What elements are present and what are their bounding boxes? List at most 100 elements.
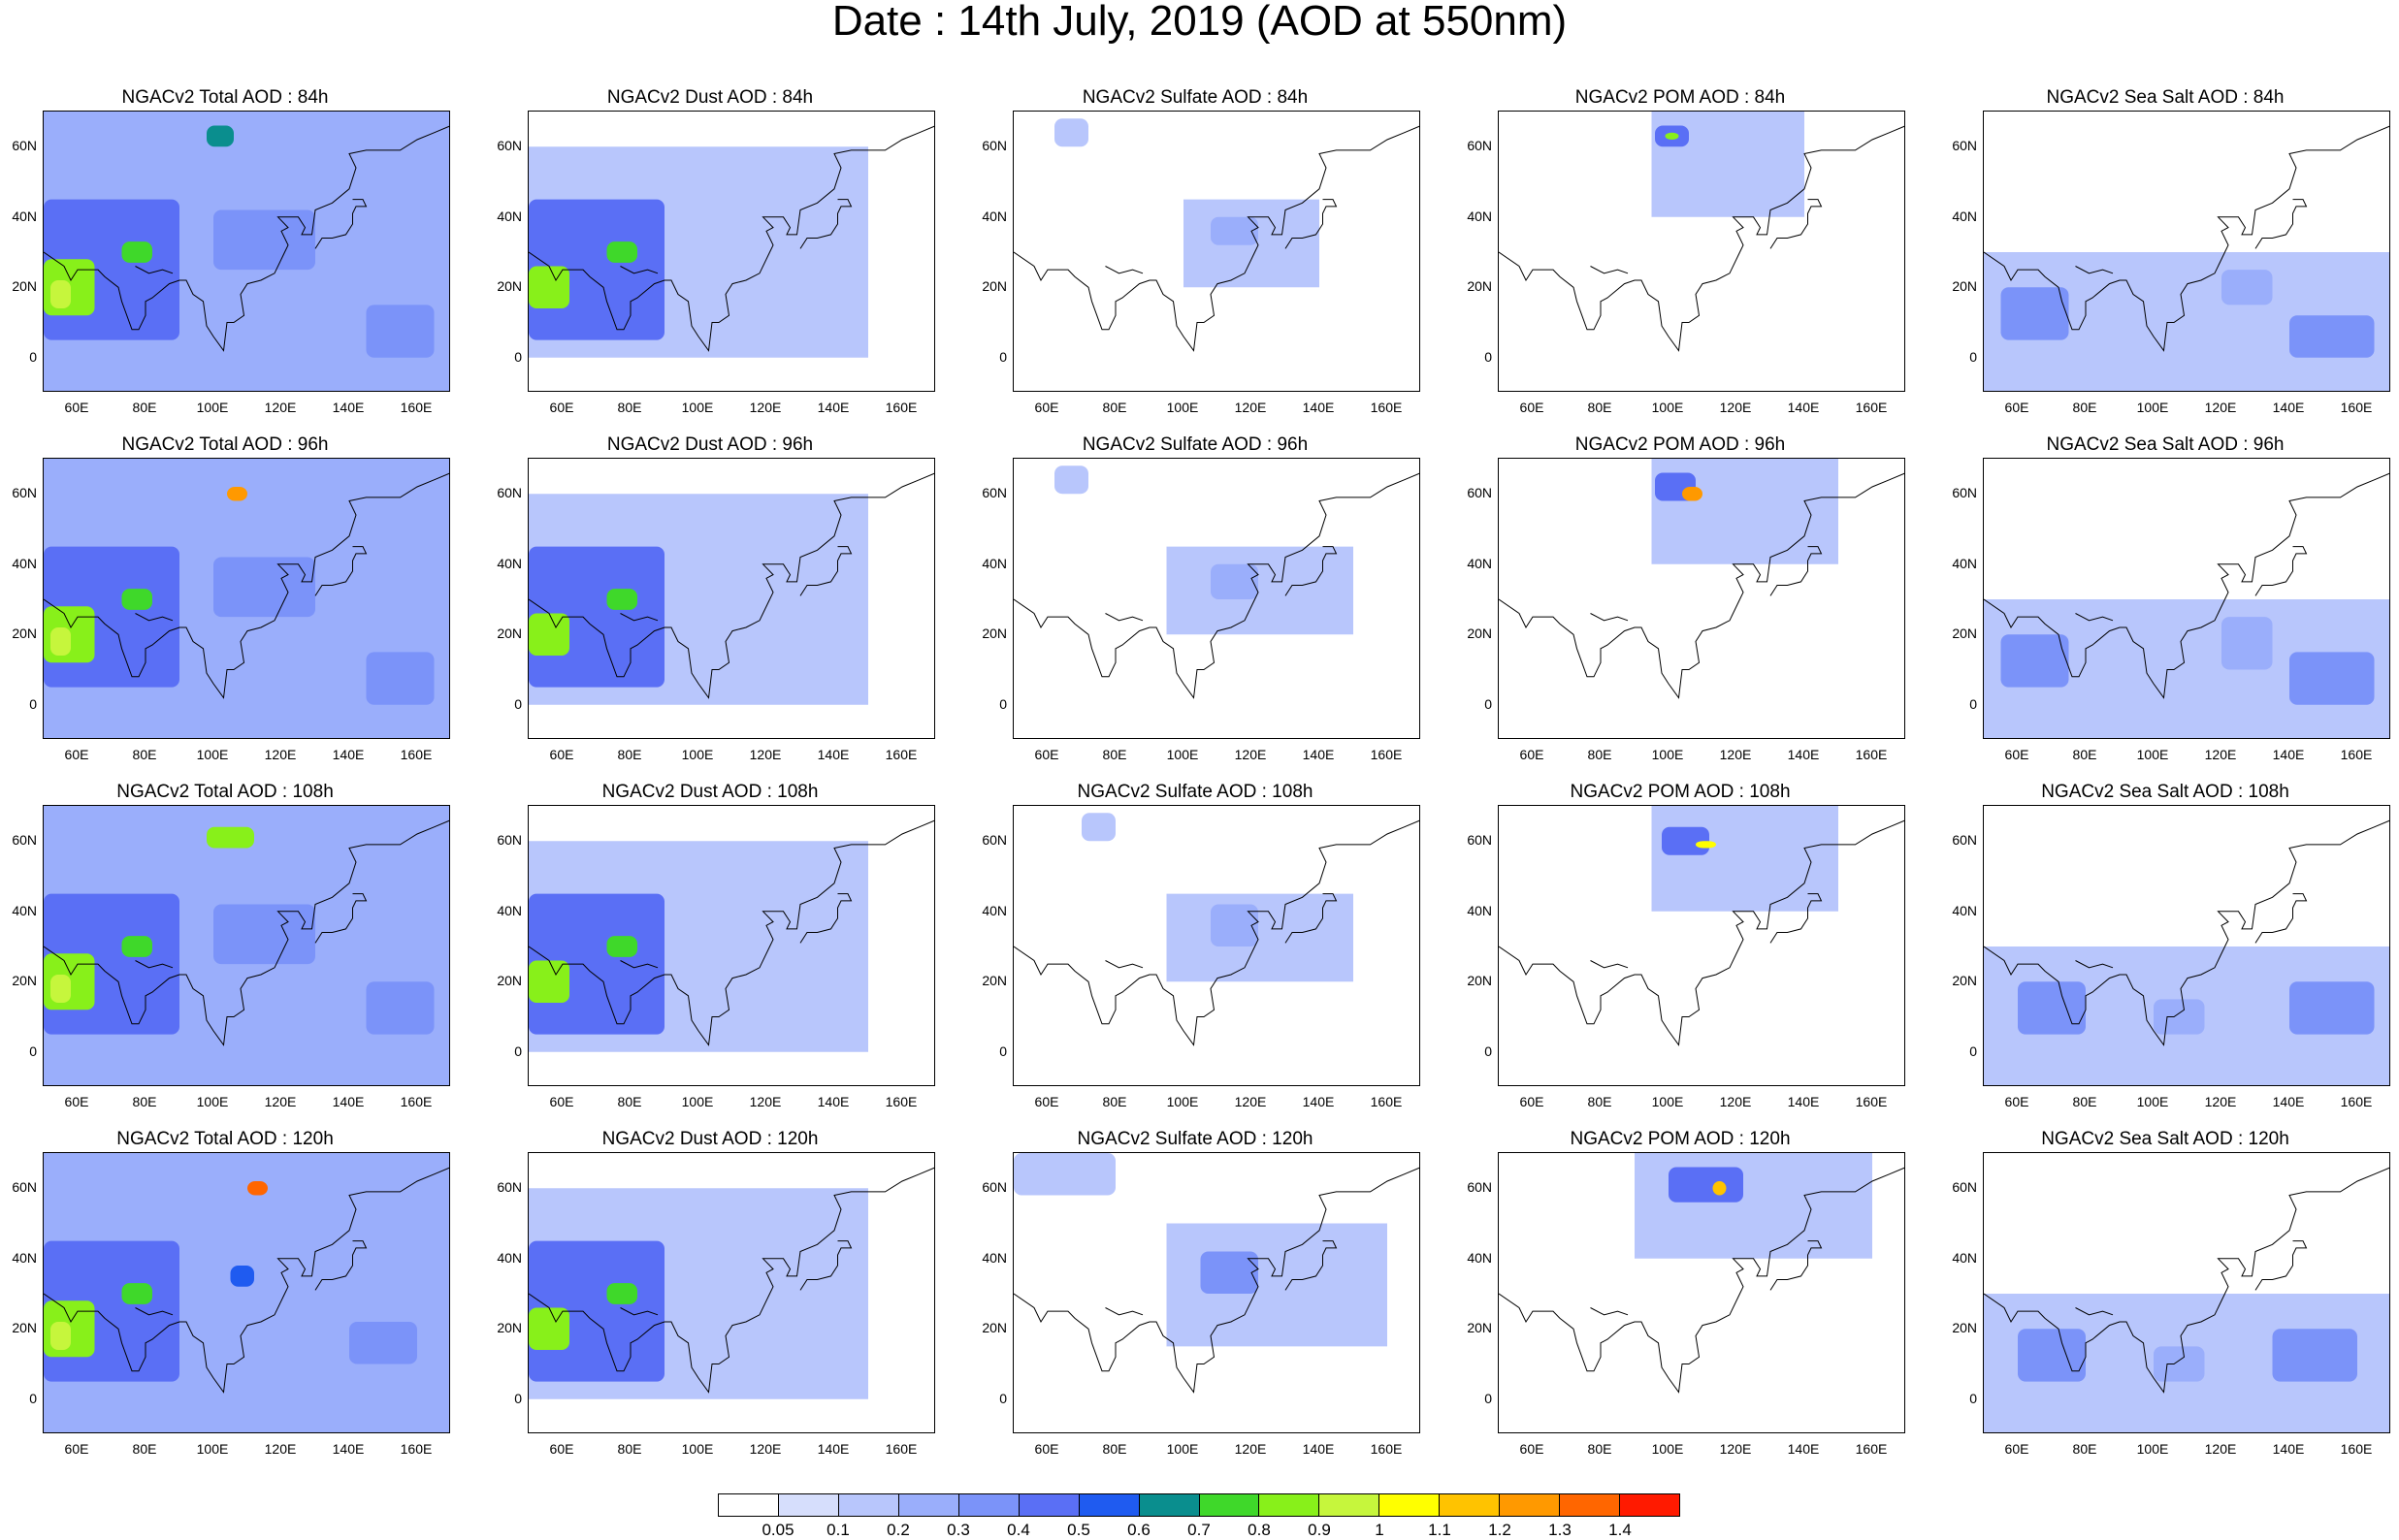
- aod-region: [1651, 806, 1838, 912]
- aod-region: [207, 125, 234, 147]
- lat-tick-label: 40N: [1952, 1249, 1977, 1266]
- lat-tick-label: 60N: [1467, 485, 1492, 501]
- lon-tick-label: 80E: [1587, 1094, 1612, 1109]
- aod-field: [1984, 819, 2389, 1085]
- colorbar-label: 0.8: [1248, 1521, 1271, 1539]
- colorbar-box: [1379, 1494, 1441, 1516]
- coastline: [799, 199, 853, 249]
- lat-tick-label: 60N: [12, 138, 37, 154]
- coastline: [1769, 546, 1823, 596]
- aod-field: [1984, 125, 2389, 391]
- aod-region: [2272, 1329, 2357, 1382]
- lon-tick-label: 120E: [749, 400, 782, 415]
- lon-tick-label: 100E: [196, 1094, 229, 1109]
- lon-tick-label: 60E: [1519, 1441, 1544, 1457]
- panel-title: NGACv2 Sea Salt AOD : 108h: [2041, 782, 2289, 802]
- lon-tick-label: 160E: [885, 1441, 918, 1457]
- coastline: [2075, 1307, 2114, 1316]
- lat-tick-label: 0: [514, 695, 522, 712]
- lon-tick-label: 60E: [1034, 747, 1059, 762]
- colorbar-label: 1.2: [1488, 1521, 1511, 1539]
- panel-title: NGACv2 Total AOD : 120h: [116, 1129, 334, 1149]
- lon-tick-label: 140E: [1787, 747, 1820, 762]
- lon-tick-label: 60E: [2004, 1441, 2029, 1457]
- coastline: [135, 960, 174, 969]
- coastline: [620, 613, 659, 622]
- lat-tick-label: 60N: [1952, 138, 1977, 154]
- map-panel-dust-84h: NGACv2 Dust AOD : 84h 60N 40N 20N 0 60E 80E 100…: [485, 87, 970, 436]
- lon-tick-label: 120E: [1234, 747, 1267, 762]
- colorbar-label: 0.1: [827, 1521, 850, 1539]
- panel-title: NGACv2 Total AOD : 84h: [121, 87, 329, 108]
- aod-region: [2154, 999, 2205, 1035]
- coastline: [1499, 1167, 1904, 1394]
- lon-tick-label: 140E: [1302, 747, 1335, 762]
- aod-region: [1682, 487, 1702, 501]
- coastline: [1014, 819, 1419, 1046]
- map-panel-seasalt-108h: NGACv2 Sea Salt AOD : 108h 60N 40N 20N 0 60E 8…: [1940, 782, 2399, 1131]
- lat-tick-label: 20N: [1952, 973, 1977, 989]
- lon-tick-label: 120E: [264, 747, 297, 762]
- lon-tick-label: 80E: [2072, 747, 2097, 762]
- map-plot-area: [43, 111, 450, 392]
- lon-tick-label: 60E: [2004, 400, 2029, 415]
- aod-region: [1166, 893, 1353, 982]
- map-panel-total-84h: NGACv2 Total AOD : 84h 60N 40N 20N 0 60E 80E 10…: [0, 87, 485, 436]
- lat-tick-label: 20N: [497, 1320, 522, 1336]
- colorbar-label: 1: [1375, 1521, 1384, 1539]
- coastline: [314, 1240, 368, 1291]
- lat-tick-label: 0: [1969, 348, 1977, 365]
- map-plot-area: [1498, 458, 1905, 739]
- lon-tick-label: 140E: [817, 1094, 850, 1109]
- aod-field: [1014, 813, 1419, 1046]
- coastline: [620, 960, 659, 969]
- panel-title: NGACv2 Total AOD : 108h: [116, 782, 334, 802]
- lat-tick-label: 60N: [982, 832, 1007, 849]
- coastline: [2075, 613, 2114, 622]
- lat-tick-label: 20N: [497, 278, 522, 295]
- map-panel-sulfate-84h: NGACv2 Sulfate AOD : 84h 60N 40N 20N 0 60E 80E…: [970, 87, 1455, 436]
- lat-tick-label: 40N: [12, 208, 37, 224]
- lat-tick-label: 0: [1484, 695, 1492, 712]
- lon-tick-label: 100E: [1166, 400, 1199, 415]
- lon-tick-label: 160E: [400, 400, 433, 415]
- lon-tick-label: 120E: [2204, 400, 2237, 415]
- coastline: [1590, 960, 1629, 969]
- map-panel-pom-84h: NGACv2 POM AOD : 84h 60N 40N 20N 0 60E 80E 100E…: [1455, 87, 1940, 436]
- lon-tick-label: 60E: [64, 747, 89, 762]
- lat-tick-label: 20N: [12, 1320, 37, 1336]
- colorbar-label: 1.1: [1428, 1521, 1451, 1539]
- coastline: [529, 1167, 934, 1394]
- lat-tick-label: 40N: [12, 902, 37, 918]
- map-plot-area: [1983, 458, 2390, 739]
- aod-region: [1211, 216, 1258, 245]
- aod-region: [1054, 465, 1088, 495]
- lon-tick-label: 140E: [2272, 400, 2305, 415]
- lon-tick-label: 80E: [1587, 1441, 1612, 1457]
- lon-tick-label: 120E: [2204, 747, 2237, 762]
- aod-region: [1200, 1251, 1258, 1294]
- lon-tick-label: 80E: [1102, 747, 1127, 762]
- lon-tick-label: 120E: [1719, 1094, 1752, 1109]
- map-plot-area: [1983, 1152, 2390, 1433]
- coastline: [314, 893, 368, 944]
- lon-tick-label: 120E: [749, 1094, 782, 1109]
- lon-tick-label: 120E: [264, 1441, 297, 1457]
- lon-tick-label: 60E: [2004, 1094, 2029, 1109]
- lon-tick-label: 80E: [132, 1094, 157, 1109]
- coastline: [44, 125, 449, 352]
- aod-region: [121, 241, 152, 263]
- lon-tick-label: 100E: [1166, 1441, 1199, 1457]
- lat-tick-label: 40N: [12, 555, 37, 571]
- coastline: [1284, 199, 1338, 249]
- coastline: [1284, 546, 1338, 596]
- lat-tick-label: 20N: [982, 278, 1007, 295]
- aod-field: [1499, 459, 1904, 699]
- lon-tick-label: 140E: [817, 1441, 850, 1457]
- lon-tick-label: 160E: [2340, 1441, 2373, 1457]
- lat-tick-label: 40N: [497, 902, 522, 918]
- aod-region: [1211, 563, 1258, 599]
- lon-tick-label: 60E: [1034, 1441, 1059, 1457]
- map-panel-pom-120h: NGACv2 POM AOD : 120h 60N 40N 20N 0 60E 80E 100…: [1455, 1129, 1940, 1478]
- lat-tick-label: 60N: [12, 485, 37, 501]
